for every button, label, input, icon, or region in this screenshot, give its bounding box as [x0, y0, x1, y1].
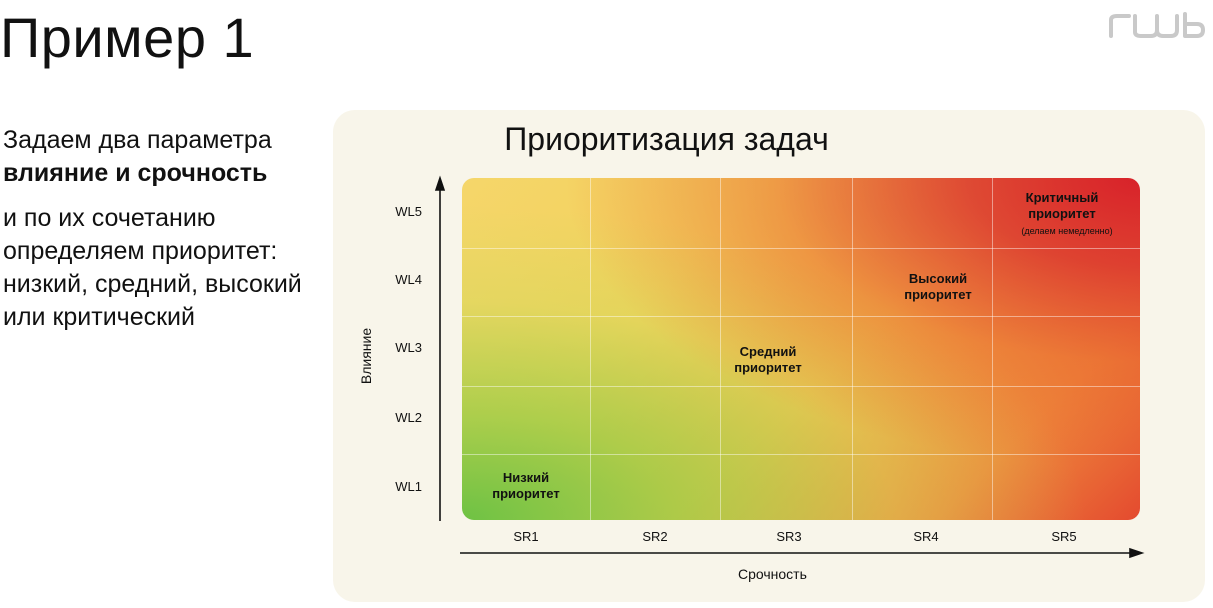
y-tick-wl3: WL3: [395, 340, 422, 355]
y-tick-wl5: WL5: [395, 204, 422, 219]
zone-label-critical: Критичный приоритет: [1025, 190, 1099, 221]
zone-note-critical: (делаем немедленно): [1021, 226, 1113, 236]
y-axis-arrow: [434, 175, 446, 191]
description-paragraph: и по их сочетанию определяем приоритет: …: [3, 204, 302, 331]
slide-title: Пример 1: [0, 6, 255, 69]
grid-line-v2: [720, 178, 721, 520]
grid-line-v1: [590, 178, 591, 520]
description-line1: Задаем два параметра: [3, 126, 272, 154]
priority-heatmap: [462, 178, 1140, 520]
grid-line-h3: [462, 386, 1140, 387]
x-axis-arrow: [1129, 547, 1145, 559]
y-tick-wl1: WL1: [395, 479, 422, 494]
description-text: Задаем два параметра влияние и срочность…: [3, 124, 333, 346]
zone-label-high: Высокий приоритет: [904, 271, 972, 302]
x-tick-sr2: SR2: [642, 529, 668, 544]
zone-label-medium: Средний приоритет: [734, 344, 802, 375]
grid-line-v4: [992, 178, 993, 520]
y-axis-label: Влияние: [358, 327, 374, 385]
zone-label-low: Низкий приоритет: [492, 470, 560, 501]
x-tick-sr1: SR1: [513, 529, 539, 544]
description-emphasis: влияние и срочность: [3, 159, 268, 187]
grid-line-h1: [462, 248, 1140, 249]
x-axis-label: Срочность: [738, 566, 807, 582]
rwb-logo-icon: [1109, 12, 1205, 38]
grid-line-v3: [852, 178, 853, 520]
x-tick-sr5: SR5: [1051, 529, 1077, 544]
grid-line-h4: [462, 454, 1140, 455]
grid-line-h2: [462, 316, 1140, 317]
x-tick-sr4: SR4: [913, 529, 939, 544]
y-tick-wl2: WL2: [395, 410, 422, 425]
chart-title: Приоритизация задач: [504, 121, 829, 157]
y-tick-wl4: WL4: [395, 272, 422, 287]
x-tick-sr3: SR3: [776, 529, 802, 544]
